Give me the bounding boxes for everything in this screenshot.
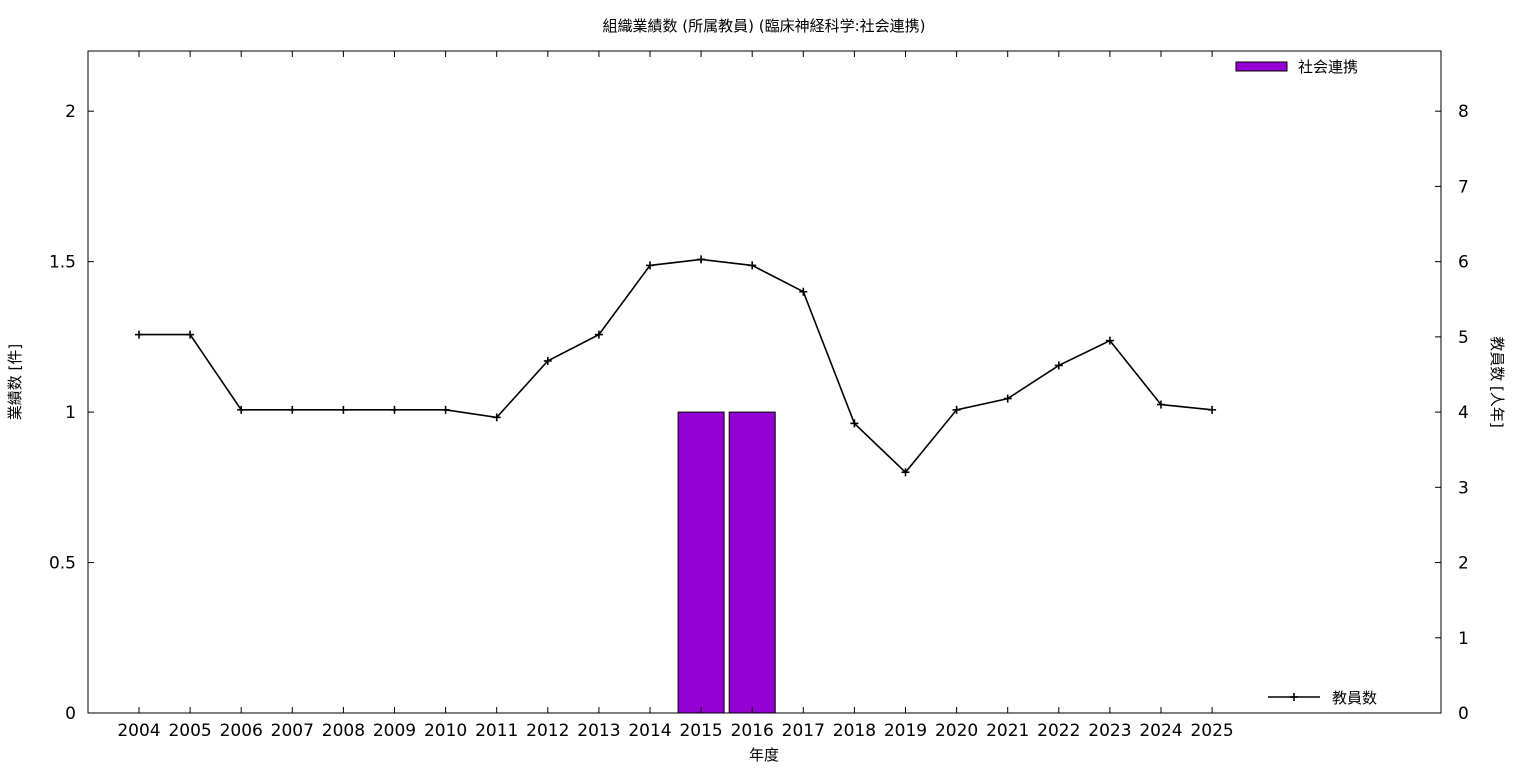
- x-tick-label-2016: 2016: [731, 721, 774, 741]
- y-right-tick-label-7: 7: [1458, 177, 1469, 197]
- bar-series: [677, 411, 776, 714]
- line-point-2017: [799, 287, 808, 296]
- y-axis-right: 0 1 2 3 4 5 6 7 8: [1435, 102, 1469, 724]
- legend-bar-label: 社会連携: [1298, 58, 1358, 76]
- x-tick-label-2009: 2009: [373, 721, 416, 741]
- y-left-tick-label-1.5: 1.5: [49, 253, 76, 273]
- x-tick-label-2010: 2010: [424, 721, 467, 741]
- line-point-2012: [543, 356, 552, 365]
- x-tick-label-2006: 2006: [220, 721, 263, 741]
- legend-bar: 社会連携: [1235, 58, 1358, 76]
- x-tick-label-2004: 2004: [117, 721, 160, 741]
- line-point-2011: [492, 413, 501, 422]
- line-point-2023: [1105, 336, 1114, 345]
- x-tick-label-2024: 2024: [1139, 721, 1182, 741]
- x-tick-label-2023: 2023: [1088, 721, 1131, 741]
- x-tick-label-2005: 2005: [168, 721, 211, 741]
- line-point-2005: [186, 330, 195, 339]
- legend-line-label: 教員数: [1332, 689, 1377, 707]
- line-point-2025: [1208, 405, 1217, 414]
- y-left-tick-label-1: 1: [65, 403, 76, 423]
- x-axis: 2004 2005 2006 2007 2008 2009 2010 2011 2012 2013…: [117, 51, 1234, 741]
- y-axis-left: 0 0.5 1 1.5 2: [49, 102, 94, 724]
- plot-frame: [87, 50, 1442, 714]
- x-tick-label-2013: 2013: [577, 721, 620, 741]
- y-right-tick-label-6: 6: [1458, 253, 1469, 273]
- line-point-2021: [1003, 394, 1012, 403]
- x-axis-label: 年度: [749, 746, 779, 764]
- y-left-tick-label-0.5: 0.5: [49, 554, 76, 574]
- y-right-tick-label-1: 1: [1458, 629, 1469, 649]
- x-tick-label-2007: 2007: [271, 721, 314, 741]
- line-point-2007: [288, 405, 297, 414]
- line-point-2006: [237, 405, 246, 414]
- x-tick-label-2022: 2022: [1037, 721, 1080, 741]
- line-point-2016: [748, 261, 757, 270]
- y-right-tick-label-8: 8: [1458, 102, 1469, 122]
- line-point-2008: [339, 405, 348, 414]
- x-tick-label-2012: 2012: [526, 721, 569, 741]
- line-point-2019: [901, 468, 910, 477]
- bar-2016: [728, 411, 776, 714]
- line-point-2022: [1054, 361, 1063, 370]
- bar-2015: [677, 411, 725, 714]
- x-tick-label-2021: 2021: [986, 721, 1029, 741]
- x-tick-label-2017: 2017: [782, 721, 825, 741]
- line-series: [135, 255, 1217, 477]
- y-right-tick-label-4: 4: [1458, 403, 1469, 423]
- legend-bar-swatch: [1235, 61, 1288, 72]
- y-axis-left-label: 業績数 [件]: [6, 344, 24, 420]
- y-right-tick-label-0: 0: [1458, 704, 1469, 724]
- line-path: [139, 258, 1213, 474]
- x-tick-label-2025: 2025: [1190, 721, 1233, 741]
- line-point-2015: [697, 255, 706, 264]
- y-axis-right-label: 教員数 [人年]: [1488, 336, 1506, 427]
- line-point-2009: [390, 405, 399, 414]
- x-tick-label-2020: 2020: [935, 721, 978, 741]
- line-point-2013: [594, 330, 603, 339]
- y-right-tick-label-5: 5: [1458, 328, 1469, 348]
- line-point-2018: [850, 419, 859, 428]
- legend-line: 教員数: [1268, 689, 1377, 707]
- x-tick-label-2008: 2008: [322, 721, 365, 741]
- x-tick-label-2011: 2011: [475, 721, 518, 741]
- line-point-2004: [135, 330, 143, 339]
- x-tick-label-2019: 2019: [884, 721, 927, 741]
- x-tick-label-2015: 2015: [679, 721, 722, 741]
- y-left-tick-label-0: 0: [65, 704, 76, 724]
- x-tick-label-2018: 2018: [833, 721, 876, 741]
- y-right-tick-label-2: 2: [1458, 554, 1469, 574]
- line-point-2010: [441, 405, 450, 414]
- x-tick-label-2014: 2014: [628, 721, 671, 741]
- y-right-tick-label-3: 3: [1458, 478, 1469, 498]
- line-point-2020: [952, 405, 961, 414]
- y-left-tick-label-2: 2: [65, 102, 76, 122]
- line-point-2014: [646, 261, 654, 270]
- chart-title: 組織業績数 (所属教員) (臨床神経科学:社会連携): [602, 17, 925, 35]
- line-point-2024: [1157, 400, 1165, 409]
